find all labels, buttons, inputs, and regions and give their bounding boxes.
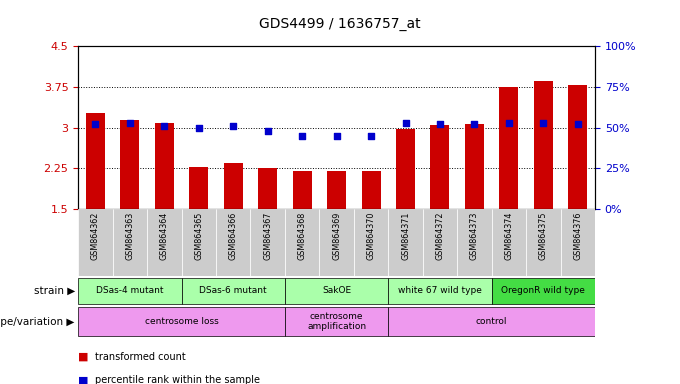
Text: GSM864371: GSM864371 xyxy=(401,212,410,260)
Text: GSM864373: GSM864373 xyxy=(470,212,479,260)
Bar xyxy=(86,113,105,209)
Bar xyxy=(216,209,250,276)
Text: GSM864363: GSM864363 xyxy=(125,212,135,260)
Point xyxy=(400,120,411,126)
Text: centrosome
amplification: centrosome amplification xyxy=(307,312,366,331)
Bar xyxy=(534,81,553,209)
Point xyxy=(228,123,239,129)
Bar xyxy=(182,209,216,276)
Bar xyxy=(285,278,388,304)
Bar xyxy=(388,209,423,276)
Point xyxy=(469,121,480,127)
Text: OregonR wild type: OregonR wild type xyxy=(501,286,585,295)
Bar xyxy=(568,85,588,209)
Point xyxy=(262,128,273,134)
Text: DSas-4 mutant: DSas-4 mutant xyxy=(96,286,164,295)
Point xyxy=(193,124,204,131)
Text: GSM864368: GSM864368 xyxy=(298,212,307,260)
Bar xyxy=(362,171,381,209)
Bar xyxy=(492,209,526,276)
Bar xyxy=(499,87,518,209)
Text: control: control xyxy=(476,317,507,326)
Text: strain ▶: strain ▶ xyxy=(33,286,75,296)
Text: transformed count: transformed count xyxy=(95,352,186,362)
Point xyxy=(573,121,583,127)
Text: GSM864362: GSM864362 xyxy=(91,212,100,260)
Bar xyxy=(327,171,346,209)
Bar xyxy=(285,307,388,336)
Bar xyxy=(388,278,492,304)
Bar xyxy=(292,171,311,209)
Point xyxy=(538,120,549,126)
Text: DSas-6 mutant: DSas-6 mutant xyxy=(199,286,267,295)
Text: GSM864366: GSM864366 xyxy=(228,212,238,260)
Point xyxy=(90,121,101,127)
Bar xyxy=(492,278,595,304)
Bar xyxy=(423,209,457,276)
Text: GSM864372: GSM864372 xyxy=(435,212,445,260)
Point xyxy=(503,120,514,126)
Bar xyxy=(189,167,208,209)
Bar xyxy=(388,307,595,336)
Text: GSM864375: GSM864375 xyxy=(539,212,548,260)
Bar xyxy=(120,119,139,209)
Text: GSM864367: GSM864367 xyxy=(263,212,272,260)
Text: ■: ■ xyxy=(78,352,88,362)
Point xyxy=(331,133,342,139)
Bar xyxy=(457,209,492,276)
Text: genotype/variation ▶: genotype/variation ▶ xyxy=(0,316,75,327)
Bar xyxy=(430,125,449,209)
Bar xyxy=(320,209,354,276)
Point xyxy=(296,133,307,139)
Text: GSM864369: GSM864369 xyxy=(332,212,341,260)
Text: GSM864364: GSM864364 xyxy=(160,212,169,260)
Text: ■: ■ xyxy=(78,375,88,384)
Text: GSM864370: GSM864370 xyxy=(367,212,375,260)
Bar xyxy=(182,278,285,304)
Text: SakOE: SakOE xyxy=(322,286,351,295)
Bar xyxy=(258,169,277,209)
Bar xyxy=(224,163,243,209)
Point xyxy=(124,120,135,126)
Text: centrosome loss: centrosome loss xyxy=(145,317,218,326)
Bar xyxy=(560,209,595,276)
Point xyxy=(435,121,445,127)
Text: GDS4499 / 1636757_at: GDS4499 / 1636757_at xyxy=(259,17,421,31)
Text: GSM864374: GSM864374 xyxy=(505,212,513,260)
Bar xyxy=(250,209,285,276)
Bar xyxy=(526,209,560,276)
Bar xyxy=(78,209,113,276)
Bar xyxy=(396,129,415,209)
Bar xyxy=(78,278,182,304)
Bar xyxy=(285,209,320,276)
Text: GSM864365: GSM864365 xyxy=(194,212,203,260)
Point xyxy=(159,123,170,129)
Bar xyxy=(113,209,147,276)
Point xyxy=(366,133,377,139)
Bar xyxy=(155,123,174,209)
Bar xyxy=(354,209,388,276)
Bar xyxy=(78,307,285,336)
Text: GSM864376: GSM864376 xyxy=(573,212,582,260)
Bar xyxy=(465,124,484,209)
Text: white 67 wild type: white 67 wild type xyxy=(398,286,482,295)
Text: percentile rank within the sample: percentile rank within the sample xyxy=(95,375,260,384)
Bar xyxy=(147,209,182,276)
